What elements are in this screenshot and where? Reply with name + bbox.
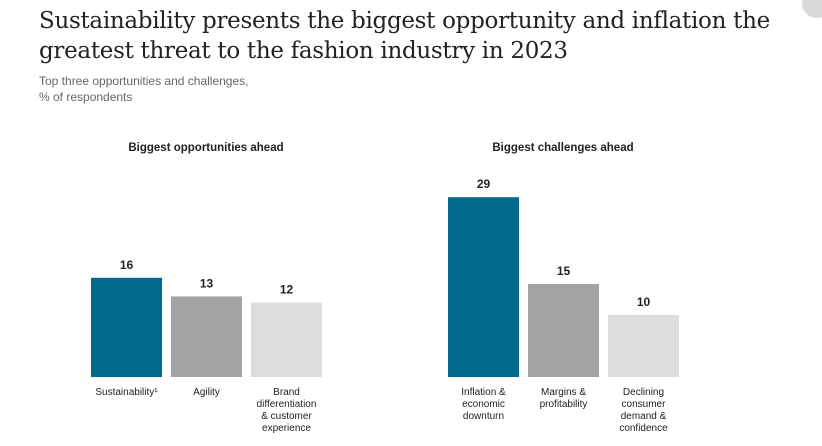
category-label-line: Agility bbox=[193, 387, 220, 398]
category-label-line: economic bbox=[462, 399, 505, 410]
bar-1-1 bbox=[91, 277, 162, 377]
category-label-line: Brand bbox=[273, 387, 300, 398]
category-label-1-3: Brand differentiation & customer experience bbox=[257, 387, 317, 434]
category-label-line: demand & bbox=[621, 411, 667, 422]
category-label-1-2: Agility bbox=[193, 387, 220, 398]
data-label-2-2: 15 bbox=[557, 264, 571, 278]
category-label-line: profitability bbox=[540, 399, 588, 410]
category-label-2-1: Inflation & economic downturn bbox=[461, 387, 506, 422]
category-label-line: confidence bbox=[619, 423, 668, 434]
category-label-1-1: Sustainability¹ bbox=[95, 387, 158, 398]
bar-2-3 bbox=[608, 315, 679, 377]
data-label-2-3: 10 bbox=[637, 295, 651, 309]
bar-2-2 bbox=[528, 284, 599, 377]
panel-1-title: Biggest opportunities ahead bbox=[128, 142, 283, 154]
chart-subtitle: Top three opportunities and challenges, … bbox=[39, 73, 248, 105]
category-label-line: & customer bbox=[261, 411, 312, 422]
data-label-1-2: 13 bbox=[200, 276, 214, 290]
category-label-line: Sustainability¹ bbox=[95, 387, 158, 398]
category-label-line: Margins & bbox=[541, 387, 586, 398]
chart-subtitle-line-2: % of respondents bbox=[39, 90, 133, 104]
data-label-2-1: 29 bbox=[477, 177, 491, 191]
bar-2-1 bbox=[448, 197, 519, 377]
corner-button[interactable] bbox=[802, 0, 822, 18]
category-label-line: downturn bbox=[463, 411, 504, 422]
category-label-line: differentiation bbox=[257, 399, 317, 410]
chart-title-line-2: greatest threat to the fashion industry … bbox=[39, 38, 568, 64]
category-label-line: experience bbox=[262, 423, 311, 434]
category-label-line: Inflation & bbox=[461, 387, 506, 398]
category-label-2-3: Declining consumer demand & confidence bbox=[619, 387, 668, 434]
bar-1-3 bbox=[251, 302, 322, 377]
bar-1-2 bbox=[171, 296, 242, 377]
panel-2-title: Biggest challenges ahead bbox=[492, 142, 633, 154]
data-label-1-3: 12 bbox=[280, 283, 294, 297]
category-label-line: Declining bbox=[623, 387, 664, 398]
chart-subtitle-line-1: Top three opportunities and challenges, bbox=[39, 74, 249, 88]
category-label-line: consumer bbox=[622, 399, 667, 410]
chart-title-line-1: Sustainability presents the biggest oppo… bbox=[39, 8, 770, 34]
category-label-2-2: Margins & profitability bbox=[540, 387, 588, 410]
chart-title: Sustainability presents the biggest oppo… bbox=[39, 6, 799, 66]
data-label-1-1: 16 bbox=[120, 258, 134, 272]
